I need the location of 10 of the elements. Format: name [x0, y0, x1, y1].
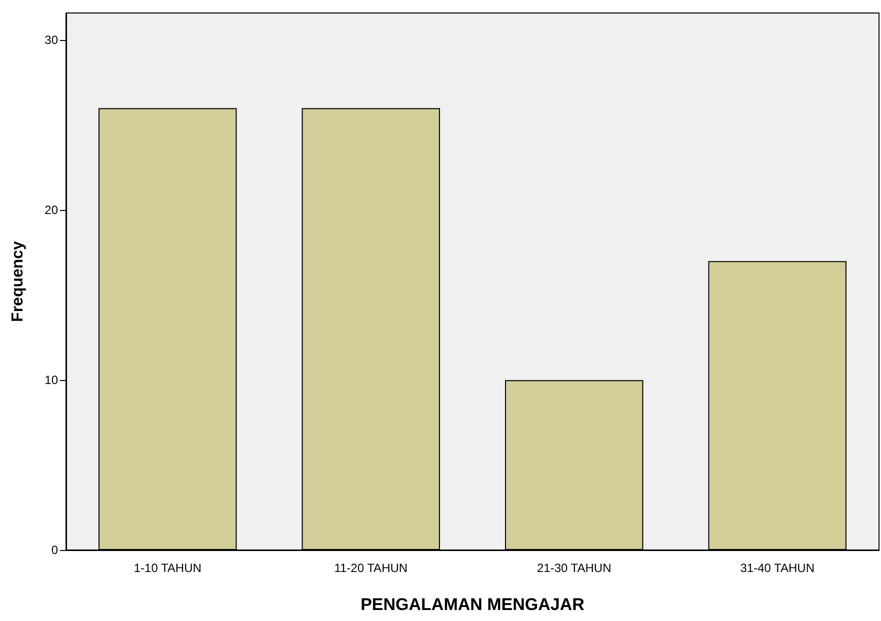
y-tick-label: 0: [51, 543, 58, 557]
x-tick-label: 1-10 TAHUN: [134, 561, 202, 575]
y-tick-label: 30: [44, 33, 58, 48]
y-tick-label: 20: [44, 203, 58, 218]
y-tick-label: 10: [44, 373, 58, 388]
x-axis-title: PENGALAMAN MENGAJAR: [360, 595, 584, 614]
y-axis-title: Frequency: [10, 240, 26, 322]
x-tick-label: 11-20 TAHUN: [334, 561, 408, 575]
x-tick-label: 31-40 TAHUN: [740, 561, 814, 575]
x-tick-label: 21-30 TAHUN: [537, 561, 612, 575]
